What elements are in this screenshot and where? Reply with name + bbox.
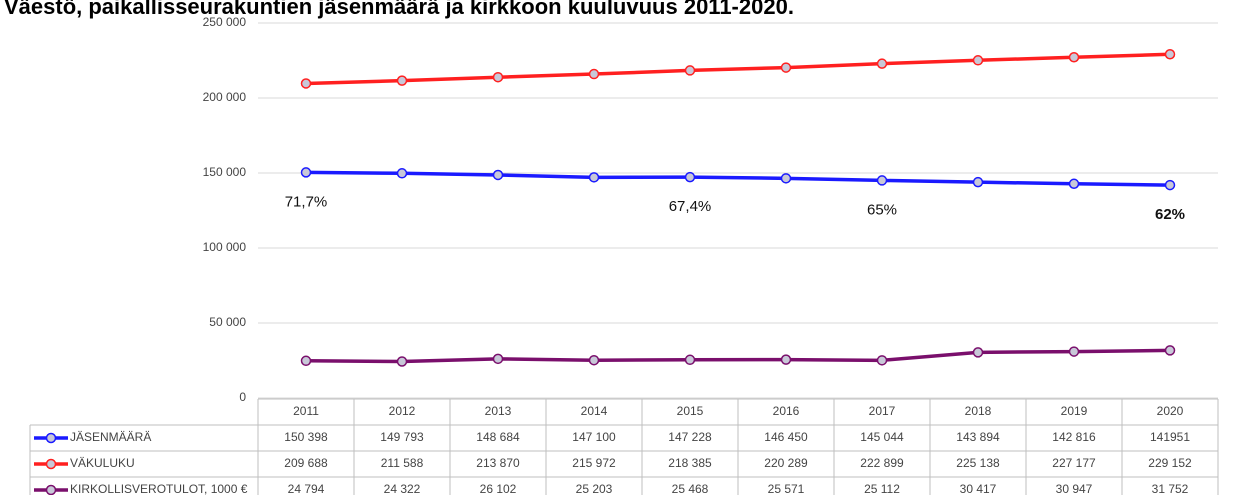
table-cell: 222 899 <box>860 456 904 470</box>
annotation: 71,7% <box>285 193 328 210</box>
table-cell: 25 112 <box>864 482 900 495</box>
y-tick-label: 0 <box>239 390 246 404</box>
table-cell: 25 571 <box>768 482 805 495</box>
table-cell: 147 100 <box>572 430 616 444</box>
annotation: 62% <box>1155 206 1185 223</box>
table-cell: 145 044 <box>860 430 904 444</box>
data-point <box>300 167 312 178</box>
x-tick-label: 2014 <box>581 404 608 418</box>
table-cell: 31 752 <box>1152 482 1189 495</box>
legend-label: JÄSENMÄÄRÄ <box>70 430 151 444</box>
series-line <box>305 170 1171 187</box>
data-point <box>972 176 984 188</box>
data-point <box>972 55 984 66</box>
table-cell: 147 228 <box>668 430 712 444</box>
legend-label: KIRKOLLISVEROTULOT, 1000 € <box>70 482 248 495</box>
x-tick-label: 2013 <box>485 404 512 418</box>
data-point <box>492 169 504 181</box>
table-cell: 227 177 <box>1052 456 1096 470</box>
series-line <box>305 348 1171 364</box>
x-tick-label: 2020 <box>1157 404 1184 418</box>
data-point <box>684 354 696 366</box>
data-point <box>396 75 408 86</box>
data-point <box>780 354 792 365</box>
y-tick-label: 200 000 <box>203 90 247 104</box>
table-cell: 24 322 <box>384 482 421 495</box>
legend-marker <box>45 432 57 444</box>
data-point <box>492 353 504 365</box>
table-cell: 141951 <box>1150 430 1190 444</box>
table-cell: 149 793 <box>380 430 424 444</box>
table-cell: 146 450 <box>764 430 808 444</box>
data-point <box>396 168 408 179</box>
table-cell: 213 870 <box>476 456 520 470</box>
table-cell: 142 816 <box>1052 430 1096 444</box>
table-cell: 220 289 <box>764 456 808 470</box>
x-tick-label: 2011 <box>293 404 319 418</box>
data-point <box>492 71 504 83</box>
y-tick-label: 150 000 <box>203 165 247 179</box>
x-tick-label: 2015 <box>677 404 704 418</box>
legend-label: VÄKULUKU <box>70 456 135 470</box>
data-point <box>684 65 696 76</box>
data-point <box>1068 178 1080 190</box>
data-point <box>588 354 600 366</box>
table-cell: 25 203 <box>576 482 613 495</box>
legend-marker <box>45 484 57 495</box>
x-tick-label: 2018 <box>965 404 992 418</box>
data-point <box>1164 49 1176 60</box>
chart-title: Väestö, paikallisseurakuntien jäsenmäärä… <box>4 0 794 19</box>
table-cell: 229 152 <box>1148 456 1192 470</box>
table-cell: 218 385 <box>668 456 712 470</box>
table-cell: 30 947 <box>1056 482 1093 495</box>
data-point <box>876 58 888 69</box>
data-point <box>1164 179 1176 191</box>
x-tick-label: 2016 <box>773 404 800 418</box>
data-point <box>876 355 888 366</box>
data-point <box>588 172 600 183</box>
data-point <box>1164 345 1176 356</box>
data-point <box>972 347 984 358</box>
table-cell: 25 468 <box>672 482 709 495</box>
data-point <box>1068 51 1080 63</box>
y-tick-label: 100 000 <box>203 240 247 254</box>
data-point <box>780 62 792 73</box>
data-point <box>396 356 408 367</box>
data-point <box>300 355 312 367</box>
y-tick-label: 50 000 <box>209 315 246 329</box>
table-cell: 148 684 <box>476 430 520 444</box>
table-cell: 24 794 <box>288 482 325 495</box>
data-point <box>588 68 600 80</box>
table-cell: 215 972 <box>572 456 616 470</box>
data-point <box>876 175 888 186</box>
annotation: 65% <box>867 201 897 218</box>
table-cell: 143 894 <box>956 430 1000 444</box>
data-point <box>780 173 792 184</box>
data-point <box>300 78 312 89</box>
table-cell: 211 588 <box>381 456 424 470</box>
table-cell: 30 417 <box>960 482 997 495</box>
x-tick-label: 2019 <box>1061 404 1088 418</box>
data-point <box>1068 346 1080 357</box>
table-cell: 209 688 <box>284 456 328 470</box>
series-line <box>305 52 1171 86</box>
table-cell: 26 102 <box>480 482 517 495</box>
x-tick-label: 2017 <box>869 404 896 418</box>
table-cell: 150 398 <box>284 430 328 444</box>
table-cell: 225 138 <box>956 456 1000 470</box>
y-tick-label: 250 000 <box>203 15 247 29</box>
legend-marker <box>45 458 57 470</box>
annotation: 67,4% <box>669 198 712 215</box>
x-tick-label: 2012 <box>389 404 416 418</box>
data-point <box>684 171 696 183</box>
